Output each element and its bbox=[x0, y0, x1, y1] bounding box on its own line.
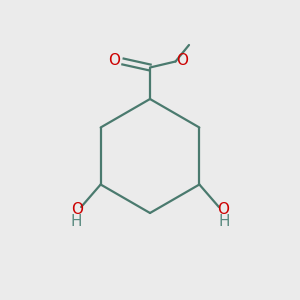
Text: O: O bbox=[109, 53, 121, 68]
Text: H: H bbox=[218, 214, 230, 229]
Text: O: O bbox=[217, 202, 229, 217]
Text: O: O bbox=[176, 53, 188, 68]
Text: O: O bbox=[71, 202, 83, 217]
Text: H: H bbox=[70, 214, 82, 229]
